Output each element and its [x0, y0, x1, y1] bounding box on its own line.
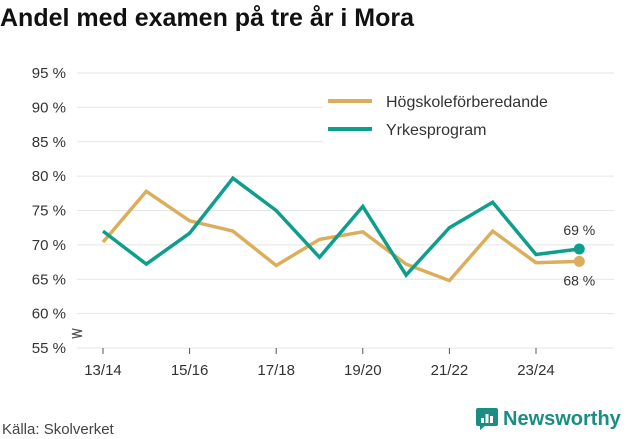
chat-bar-chart-icon: [476, 408, 498, 430]
legend-background: [323, 85, 620, 143]
x-axis-ticks: 13/14 15/16 17/18 19/20 21/22 23/24: [84, 348, 555, 379]
y-tick-label: 85 %: [32, 134, 66, 151]
y-tick-label: 90 %: [32, 99, 66, 116]
y-tick-label: 75 %: [32, 203, 66, 220]
legend-label-hogskole: Högskoleförberedande: [386, 94, 548, 111]
series-line-1: [101, 175, 580, 278]
series-end-label-1: 69 %: [563, 222, 595, 238]
series-line-0: [101, 188, 580, 283]
series-lines: [101, 175, 580, 283]
x-tick-label: 21/22: [431, 362, 469, 379]
y-tick-label: 95 %: [32, 65, 66, 82]
y-tick-label: 55 %: [32, 340, 66, 357]
source-note: Källa: Skolverket: [2, 421, 114, 438]
y-axis-break: [71, 328, 83, 339]
y-tick-label: 60 %: [32, 306, 66, 323]
chart-title: Andel med examen på tre år i Mora: [0, 4, 415, 32]
series-endpoints: 68 % 69 %: [563, 222, 595, 288]
x-tick-label: 17/18: [257, 362, 295, 379]
y-tick-label: 70 %: [32, 237, 66, 254]
x-tick-label: 15/16: [171, 362, 209, 379]
legend: Högskoleförberedande Yrkesprogram: [323, 85, 620, 143]
legend-label-yrkes: Yrkesprogram: [386, 122, 486, 139]
newsworthy-logo: Newsworthy: [476, 407, 621, 431]
y-axis-ticks: 55 % 60 % 65 % 70 % 75 % 80 % 85 % 90 % 95 %: [32, 65, 66, 357]
series-endpoint-0: [573, 255, 585, 267]
y-tick-label: 80 %: [32, 168, 66, 185]
series-end-label-0: 68 %: [563, 272, 595, 288]
x-tick-label: 23/24: [517, 362, 555, 379]
series-endpoint-1: [573, 243, 585, 255]
y-tick-label: 65 %: [32, 271, 66, 288]
x-tick-label: 13/14: [84, 362, 122, 379]
logo-text: Newsworthy: [503, 407, 621, 430]
x-tick-label: 19/20: [344, 362, 382, 379]
